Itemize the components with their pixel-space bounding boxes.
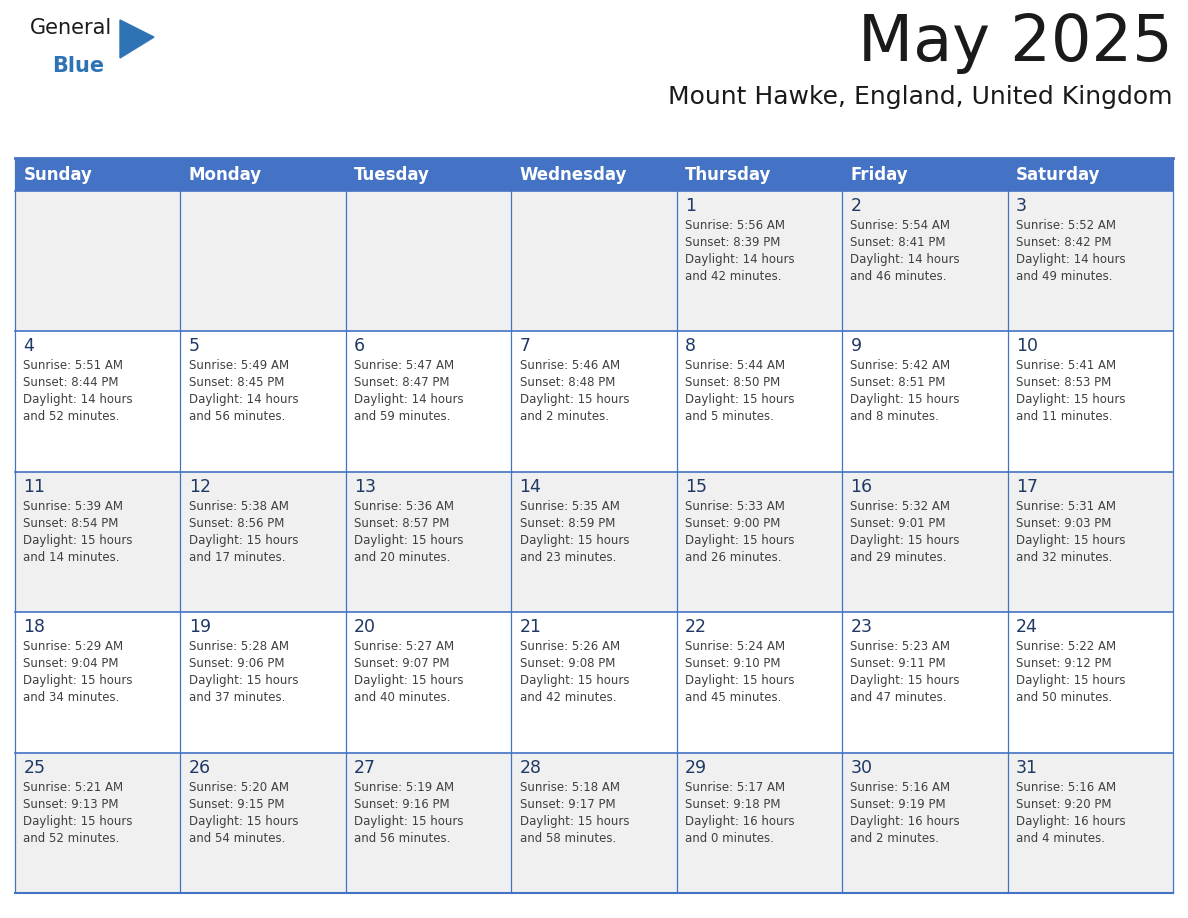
Text: Sunrise: 5:33 AM
Sunset: 9:00 PM
Daylight: 15 hours
and 26 minutes.: Sunrise: 5:33 AM Sunset: 9:00 PM Dayligh… xyxy=(685,499,795,564)
Text: 23: 23 xyxy=(851,618,872,636)
Text: 20: 20 xyxy=(354,618,377,636)
Text: Sunrise: 5:26 AM
Sunset: 9:08 PM
Daylight: 15 hours
and 42 minutes.: Sunrise: 5:26 AM Sunset: 9:08 PM Dayligh… xyxy=(519,640,630,704)
FancyBboxPatch shape xyxy=(15,158,181,191)
FancyBboxPatch shape xyxy=(15,191,1173,331)
Text: Sunrise: 5:21 AM
Sunset: 9:13 PM
Daylight: 15 hours
and 52 minutes.: Sunrise: 5:21 AM Sunset: 9:13 PM Dayligh… xyxy=(24,780,133,845)
Text: Sunrise: 5:27 AM
Sunset: 9:07 PM
Daylight: 15 hours
and 40 minutes.: Sunrise: 5:27 AM Sunset: 9:07 PM Dayligh… xyxy=(354,640,463,704)
Text: 5: 5 xyxy=(189,338,200,355)
Text: Sunrise: 5:24 AM
Sunset: 9:10 PM
Daylight: 15 hours
and 45 minutes.: Sunrise: 5:24 AM Sunset: 9:10 PM Dayligh… xyxy=(685,640,795,704)
Text: Sunrise: 5:20 AM
Sunset: 9:15 PM
Daylight: 15 hours
and 54 minutes.: Sunrise: 5:20 AM Sunset: 9:15 PM Dayligh… xyxy=(189,780,298,845)
Text: 3: 3 xyxy=(1016,197,1026,215)
Text: 9: 9 xyxy=(851,338,861,355)
Text: Sunrise: 5:39 AM
Sunset: 8:54 PM
Daylight: 15 hours
and 14 minutes.: Sunrise: 5:39 AM Sunset: 8:54 PM Dayligh… xyxy=(24,499,133,564)
FancyBboxPatch shape xyxy=(1007,158,1173,191)
Text: Sunrise: 5:23 AM
Sunset: 9:11 PM
Daylight: 15 hours
and 47 minutes.: Sunrise: 5:23 AM Sunset: 9:11 PM Dayligh… xyxy=(851,640,960,704)
FancyBboxPatch shape xyxy=(15,612,1173,753)
Text: 8: 8 xyxy=(685,338,696,355)
Text: Thursday: Thursday xyxy=(685,165,771,184)
Text: 7: 7 xyxy=(519,338,531,355)
Text: Sunrise: 5:22 AM
Sunset: 9:12 PM
Daylight: 15 hours
and 50 minutes.: Sunrise: 5:22 AM Sunset: 9:12 PM Dayligh… xyxy=(1016,640,1125,704)
Text: Sunrise: 5:16 AM
Sunset: 9:19 PM
Daylight: 16 hours
and 2 minutes.: Sunrise: 5:16 AM Sunset: 9:19 PM Dayligh… xyxy=(851,780,960,845)
FancyBboxPatch shape xyxy=(677,158,842,191)
FancyBboxPatch shape xyxy=(181,158,346,191)
Text: Sunrise: 5:19 AM
Sunset: 9:16 PM
Daylight: 15 hours
and 56 minutes.: Sunrise: 5:19 AM Sunset: 9:16 PM Dayligh… xyxy=(354,780,463,845)
Text: Sunrise: 5:17 AM
Sunset: 9:18 PM
Daylight: 16 hours
and 0 minutes.: Sunrise: 5:17 AM Sunset: 9:18 PM Dayligh… xyxy=(685,780,795,845)
Text: May 2025: May 2025 xyxy=(858,12,1173,74)
Text: Sunrise: 5:28 AM
Sunset: 9:06 PM
Daylight: 15 hours
and 37 minutes.: Sunrise: 5:28 AM Sunset: 9:06 PM Dayligh… xyxy=(189,640,298,704)
Polygon shape xyxy=(120,20,154,58)
Text: 27: 27 xyxy=(354,758,377,777)
Text: 12: 12 xyxy=(189,477,210,496)
Text: 30: 30 xyxy=(851,758,872,777)
Text: 1: 1 xyxy=(685,197,696,215)
Text: Sunrise: 5:41 AM
Sunset: 8:53 PM
Daylight: 15 hours
and 11 minutes.: Sunrise: 5:41 AM Sunset: 8:53 PM Dayligh… xyxy=(1016,360,1125,423)
Text: 4: 4 xyxy=(24,338,34,355)
Text: 19: 19 xyxy=(189,618,210,636)
Text: Sunrise: 5:51 AM
Sunset: 8:44 PM
Daylight: 14 hours
and 52 minutes.: Sunrise: 5:51 AM Sunset: 8:44 PM Dayligh… xyxy=(24,360,133,423)
Text: Sunrise: 5:46 AM
Sunset: 8:48 PM
Daylight: 15 hours
and 2 minutes.: Sunrise: 5:46 AM Sunset: 8:48 PM Dayligh… xyxy=(519,360,630,423)
Text: 15: 15 xyxy=(685,477,707,496)
Text: 14: 14 xyxy=(519,477,542,496)
FancyBboxPatch shape xyxy=(511,158,677,191)
Text: General: General xyxy=(30,18,112,38)
Text: Blue: Blue xyxy=(52,56,105,76)
Text: 13: 13 xyxy=(354,477,377,496)
Text: Sunrise: 5:31 AM
Sunset: 9:03 PM
Daylight: 15 hours
and 32 minutes.: Sunrise: 5:31 AM Sunset: 9:03 PM Dayligh… xyxy=(1016,499,1125,564)
Text: 21: 21 xyxy=(519,618,542,636)
Text: Sunrise: 5:36 AM
Sunset: 8:57 PM
Daylight: 15 hours
and 20 minutes.: Sunrise: 5:36 AM Sunset: 8:57 PM Dayligh… xyxy=(354,499,463,564)
Text: 18: 18 xyxy=(24,618,45,636)
Text: 6: 6 xyxy=(354,338,365,355)
Text: Monday: Monday xyxy=(189,165,261,184)
Text: 10: 10 xyxy=(1016,338,1038,355)
Text: Mount Hawke, England, United Kingdom: Mount Hawke, England, United Kingdom xyxy=(669,85,1173,109)
FancyBboxPatch shape xyxy=(15,753,1173,893)
Text: 16: 16 xyxy=(851,477,872,496)
Text: Sunrise: 5:35 AM
Sunset: 8:59 PM
Daylight: 15 hours
and 23 minutes.: Sunrise: 5:35 AM Sunset: 8:59 PM Dayligh… xyxy=(519,499,630,564)
Text: Tuesday: Tuesday xyxy=(354,165,430,184)
Text: Wednesday: Wednesday xyxy=(519,165,627,184)
FancyBboxPatch shape xyxy=(842,158,1007,191)
Text: Sunrise: 5:32 AM
Sunset: 9:01 PM
Daylight: 15 hours
and 29 minutes.: Sunrise: 5:32 AM Sunset: 9:01 PM Dayligh… xyxy=(851,499,960,564)
FancyBboxPatch shape xyxy=(346,158,511,191)
Text: Sunrise: 5:49 AM
Sunset: 8:45 PM
Daylight: 14 hours
and 56 minutes.: Sunrise: 5:49 AM Sunset: 8:45 PM Dayligh… xyxy=(189,360,298,423)
Text: Sunday: Sunday xyxy=(24,165,93,184)
Text: 22: 22 xyxy=(685,618,707,636)
Text: 31: 31 xyxy=(1016,758,1038,777)
Text: Sunrise: 5:38 AM
Sunset: 8:56 PM
Daylight: 15 hours
and 17 minutes.: Sunrise: 5:38 AM Sunset: 8:56 PM Dayligh… xyxy=(189,499,298,564)
Text: Saturday: Saturday xyxy=(1016,165,1100,184)
Text: Sunrise: 5:52 AM
Sunset: 8:42 PM
Daylight: 14 hours
and 49 minutes.: Sunrise: 5:52 AM Sunset: 8:42 PM Dayligh… xyxy=(1016,219,1125,283)
Text: Sunrise: 5:44 AM
Sunset: 8:50 PM
Daylight: 15 hours
and 5 minutes.: Sunrise: 5:44 AM Sunset: 8:50 PM Dayligh… xyxy=(685,360,795,423)
Text: 11: 11 xyxy=(24,477,45,496)
Text: Sunrise: 5:47 AM
Sunset: 8:47 PM
Daylight: 14 hours
and 59 minutes.: Sunrise: 5:47 AM Sunset: 8:47 PM Dayligh… xyxy=(354,360,463,423)
Text: 25: 25 xyxy=(24,758,45,777)
Text: Sunrise: 5:54 AM
Sunset: 8:41 PM
Daylight: 14 hours
and 46 minutes.: Sunrise: 5:54 AM Sunset: 8:41 PM Dayligh… xyxy=(851,219,960,283)
Text: Sunrise: 5:56 AM
Sunset: 8:39 PM
Daylight: 14 hours
and 42 minutes.: Sunrise: 5:56 AM Sunset: 8:39 PM Dayligh… xyxy=(685,219,795,283)
Text: 26: 26 xyxy=(189,758,210,777)
Text: Friday: Friday xyxy=(851,165,908,184)
Text: 17: 17 xyxy=(1016,477,1038,496)
FancyBboxPatch shape xyxy=(15,472,1173,612)
Text: Sunrise: 5:16 AM
Sunset: 9:20 PM
Daylight: 16 hours
and 4 minutes.: Sunrise: 5:16 AM Sunset: 9:20 PM Dayligh… xyxy=(1016,780,1125,845)
Text: 29: 29 xyxy=(685,758,707,777)
Text: Sunrise: 5:18 AM
Sunset: 9:17 PM
Daylight: 15 hours
and 58 minutes.: Sunrise: 5:18 AM Sunset: 9:17 PM Dayligh… xyxy=(519,780,630,845)
FancyBboxPatch shape xyxy=(15,331,1173,472)
Text: Sunrise: 5:29 AM
Sunset: 9:04 PM
Daylight: 15 hours
and 34 minutes.: Sunrise: 5:29 AM Sunset: 9:04 PM Dayligh… xyxy=(24,640,133,704)
Text: Sunrise: 5:42 AM
Sunset: 8:51 PM
Daylight: 15 hours
and 8 minutes.: Sunrise: 5:42 AM Sunset: 8:51 PM Dayligh… xyxy=(851,360,960,423)
Text: 2: 2 xyxy=(851,197,861,215)
Text: 24: 24 xyxy=(1016,618,1037,636)
Text: 28: 28 xyxy=(519,758,542,777)
